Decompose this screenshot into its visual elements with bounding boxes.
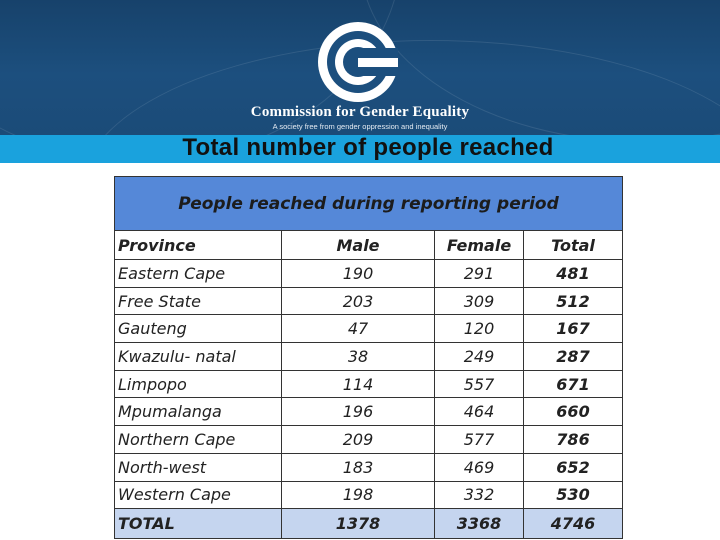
total-female-cell: 3368 [434,508,524,539]
organization-name: Commission for Gender Equality [250,104,470,120]
male-cell: 196 [281,397,435,427]
province-cell: North-west [114,452,282,482]
male-cell: 183 [281,452,435,482]
province-cell: Kwazulu- natal [114,342,282,371]
grand-total-cell: 4746 [523,508,623,539]
total-cell: 512 [523,286,623,316]
province-cell: Western Cape [114,480,282,510]
male-cell: 203 [281,286,435,316]
table-row: North-west 183 469 652 [114,452,623,482]
total-cell: 652 [523,452,623,482]
organization-tagline: A society free from gender oppression an… [272,122,448,131]
table-total-row: TOTAL 1378 3368 4746 [114,508,623,539]
male-cell: 190 [281,259,435,288]
table-row: Gauteng 47 120 167 [114,314,623,344]
province-cell: Northern Cape [114,425,282,454]
province-cell: Eastern Cape [114,259,282,288]
column-header-male: Male [281,230,435,261]
table-row: Western Cape 198 332 530 [114,480,623,510]
table-caption-row: People reached during reporting period [114,175,623,232]
table-row: Eastern Cape 190 291 481 [114,259,623,288]
male-cell: 47 [281,314,435,344]
female-cell: 332 [434,480,524,510]
total-cell: 660 [523,397,623,427]
cge-logo-icon [318,22,398,102]
column-header-total: Total [523,230,623,261]
table-row: Limpopo 114 557 671 [114,369,623,399]
male-cell: 38 [281,342,435,371]
table-row: Northern Cape 209 577 786 [114,425,623,454]
province-cell: Limpopo [114,369,282,399]
female-cell: 464 [434,397,524,427]
province-cell: Mpumalanga [114,397,282,427]
male-cell: 198 [281,480,435,510]
table-row: Mpumalanga 196 464 660 [114,397,623,427]
female-cell: 557 [434,369,524,399]
table-row: Kwazulu- natal 38 249 287 [114,342,623,371]
female-cell: 249 [434,342,524,371]
total-label-cell: TOTAL [114,508,282,539]
total-cell: 287 [523,342,623,371]
table-header-row: Province Male Female Total [114,230,623,261]
total-cell: 530 [523,480,623,510]
total-cell: 481 [523,259,623,288]
total-cell: 671 [523,369,623,399]
title-bar [0,135,720,163]
table-row: Free State 203 309 512 [114,286,623,316]
column-header-province: Province [114,230,282,261]
male-cell: 209 [281,425,435,454]
male-cell: 114 [281,369,435,399]
table-caption: People reached during reporting period [114,175,623,232]
total-cell: 167 [523,314,623,344]
female-cell: 469 [434,452,524,482]
people-reached-table: People reached during reporting period P… [114,175,623,539]
female-cell: 120 [434,314,524,344]
total-cell: 786 [523,425,623,454]
column-header-female: Female [434,230,524,261]
female-cell: 309 [434,286,524,316]
header-banner: Commission for Gender Equality A society… [0,0,720,135]
total-male-cell: 1378 [281,508,435,539]
province-cell: Gauteng [114,314,282,344]
slide-title: Total number of people reached [182,134,554,161]
female-cell: 291 [434,259,524,288]
province-cell: Free State [114,286,282,316]
female-cell: 577 [434,425,524,454]
